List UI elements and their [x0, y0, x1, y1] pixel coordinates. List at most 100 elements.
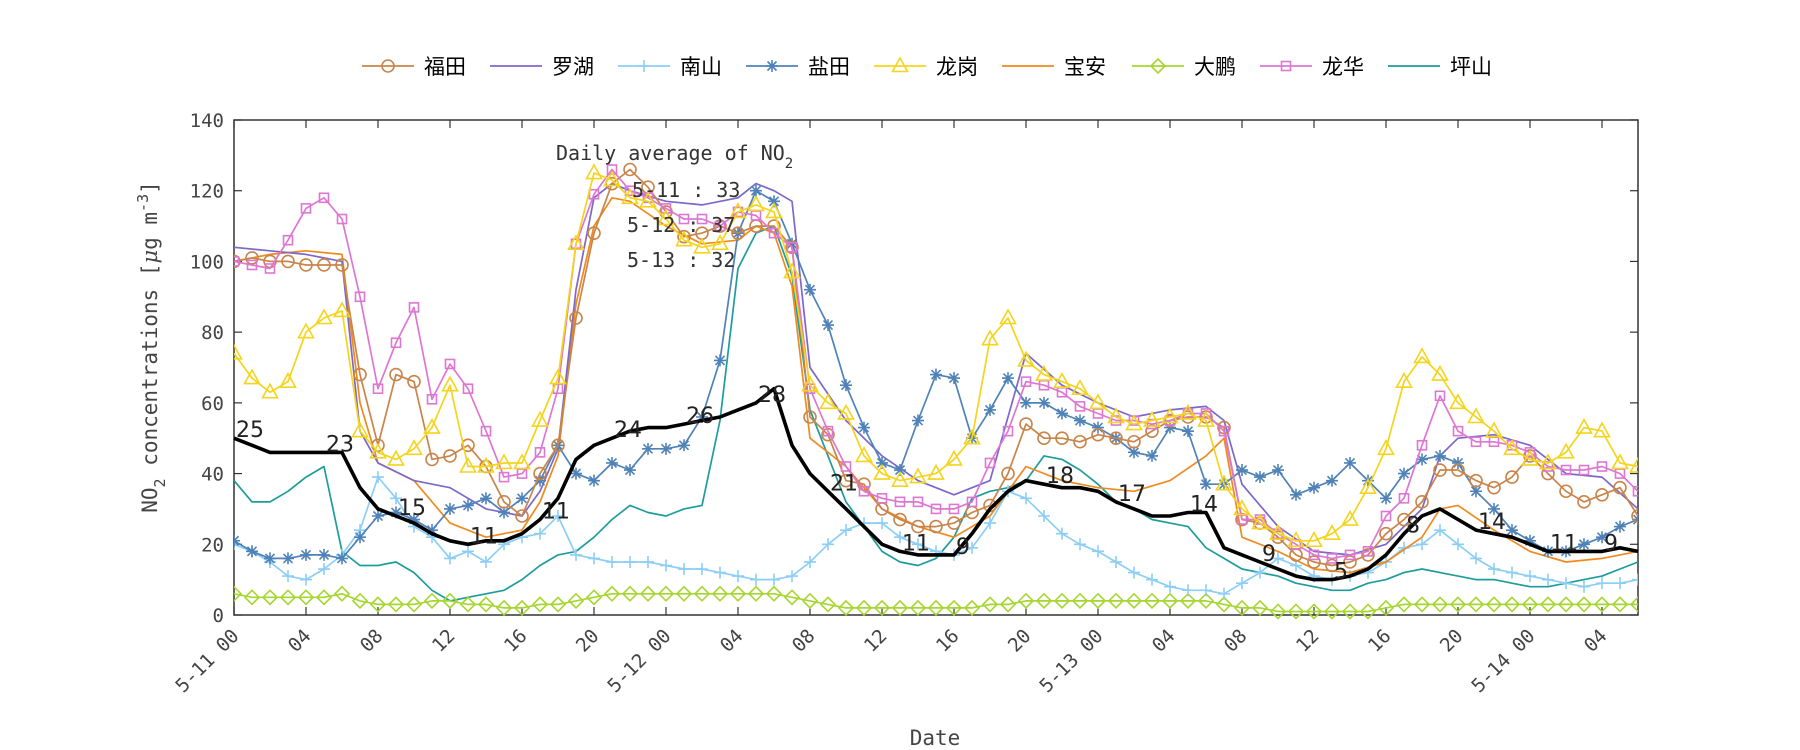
data-point: [1505, 470, 1519, 484]
data-point: [279, 589, 297, 606]
legend-marker: [638, 60, 650, 72]
data-point: [660, 442, 672, 455]
data-point: [1341, 603, 1359, 620]
data-point: [930, 503, 942, 515]
data-point: [1593, 596, 1611, 613]
data-point: [984, 517, 996, 530]
legend-label: 宝安: [1064, 55, 1106, 79]
data-point: [1452, 538, 1464, 551]
data-point: [657, 585, 675, 602]
data-point: [245, 251, 259, 265]
average-data-label: 11: [470, 524, 498, 549]
data-point: [1359, 603, 1377, 620]
average-data-label: 11: [1550, 531, 1578, 556]
data-point: [1038, 396, 1050, 409]
data-point: [1092, 421, 1104, 434]
data-point: [981, 596, 999, 613]
data-point: [1452, 456, 1464, 469]
data-point: [822, 319, 834, 332]
average-data-label: 5: [1334, 560, 1348, 585]
data-point: [1413, 347, 1431, 364]
data-point: [282, 570, 294, 583]
data-point: [1377, 439, 1395, 456]
x-tick-label: 08: [1220, 625, 1252, 657]
y-tick-label: 80: [201, 322, 224, 344]
data-point: [441, 592, 459, 609]
data-point: [1557, 596, 1575, 613]
data-point: [801, 375, 819, 392]
data-point: [426, 524, 438, 537]
data-point: [567, 234, 585, 251]
data-point: [783, 589, 801, 606]
data-point: [1487, 480, 1501, 495]
data-point: [911, 519, 925, 534]
data-point: [1233, 499, 1251, 516]
data-point: [480, 425, 492, 437]
average-layer: 25 23 15 11 11 24 26 28 21 11 9 18 17 14 9 5 8 14 11 9: [233, 383, 1639, 585]
y-tick-label: 100: [190, 251, 224, 273]
data-point: [1179, 403, 1197, 420]
average-data-label: 14: [1478, 510, 1506, 535]
average-data-label: 23: [326, 432, 354, 457]
data-point: [696, 411, 708, 423]
data-point: [981, 329, 999, 346]
data-point: [765, 585, 783, 602]
data-point: [1001, 466, 1015, 481]
data-point: [1416, 453, 1428, 466]
data-point: [335, 258, 349, 272]
data-point: [1341, 509, 1359, 526]
series-line: [234, 182, 1638, 556]
data-point: [1323, 603, 1341, 620]
data-point: [1524, 447, 1536, 458]
data-point: [372, 510, 384, 522]
data-point: [1233, 599, 1251, 617]
y-axis: 0 20 40 60 80 100 120 140: [190, 110, 1638, 627]
series-line: [234, 168, 1638, 560]
data-point: [930, 368, 942, 381]
data-point: [711, 234, 729, 251]
data-point: [1560, 464, 1572, 476]
data-point: [1395, 371, 1413, 388]
data-point: [1107, 407, 1125, 424]
data-point: [1128, 446, 1140, 459]
data-point: [444, 358, 456, 370]
data-point: [927, 599, 945, 617]
data-point: [495, 599, 513, 617]
data-point: [1362, 546, 1374, 557]
data-point: [1236, 577, 1248, 590]
x-tick-label: 04: [284, 625, 316, 657]
legend: 福田 罗湖 南山 盐田 龙岗 宝安 大鹏 龙华 坪山: [362, 55, 1492, 79]
data-point: [552, 510, 564, 522]
legend-label: 罗湖: [552, 55, 594, 79]
data-point: [513, 599, 531, 617]
data-point: [603, 170, 621, 187]
legend-entry-宝安: 宝安: [1002, 55, 1106, 79]
data-point: [819, 596, 837, 613]
data-point: [1002, 425, 1014, 437]
x-tick-label: 08: [788, 625, 820, 657]
data-point: [299, 258, 313, 272]
data-point: [234, 256, 240, 267]
y-tick-label: 60: [201, 393, 224, 415]
data-point: [234, 585, 243, 602]
data-point: [315, 589, 333, 606]
data-point: [1074, 414, 1086, 427]
average-data-label: 11: [542, 500, 570, 525]
data-point: [408, 302, 420, 313]
data-point: [1323, 524, 1341, 540]
series-line: [234, 172, 1638, 542]
data-point: [1521, 596, 1539, 613]
data-point: [768, 573, 780, 586]
x-tick-label: 12: [860, 625, 892, 657]
data-point: [1485, 596, 1503, 613]
data-point: [531, 410, 549, 427]
data-point: [353, 367, 367, 382]
series-layer: [234, 162, 1638, 620]
legend-entry-龙华: 龙华: [1260, 55, 1364, 79]
data-point: [1251, 513, 1269, 530]
data-point: [1200, 584, 1212, 597]
series-line: [234, 196, 1638, 574]
data-point: [1071, 592, 1089, 609]
data-point: [1164, 580, 1176, 593]
y-tick-label: 0: [213, 605, 224, 627]
